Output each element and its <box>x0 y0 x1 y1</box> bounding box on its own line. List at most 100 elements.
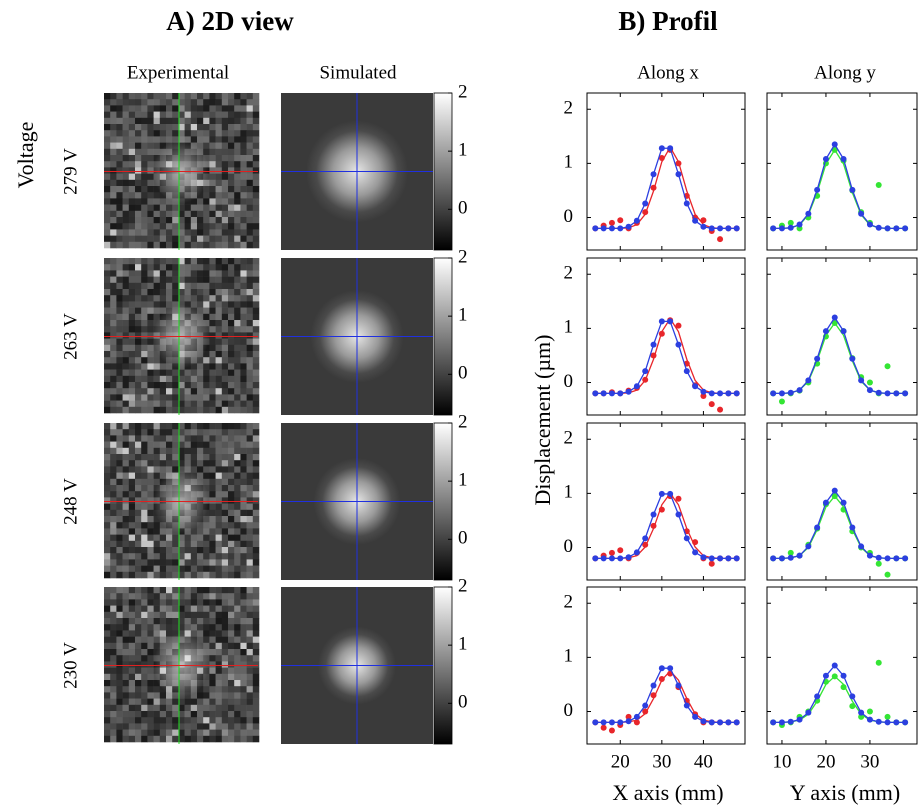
pixel <box>197 400 204 408</box>
data-point <box>708 401 715 408</box>
pixel <box>172 105 179 112</box>
pixel <box>122 565 130 573</box>
pixel <box>215 406 223 414</box>
pixel <box>116 624 123 631</box>
data-point <box>866 221 873 228</box>
pixel <box>228 276 235 284</box>
pixel <box>246 435 254 442</box>
pixel <box>141 320 148 327</box>
pixel <box>215 124 223 131</box>
pixel <box>153 369 161 377</box>
pixel <box>153 313 161 321</box>
pixel <box>147 382 154 389</box>
pixel <box>104 363 111 370</box>
pixel <box>159 735 167 743</box>
pixel <box>147 400 154 408</box>
pixel <box>209 130 216 137</box>
data-point <box>866 716 873 723</box>
pixel <box>110 729 117 737</box>
data-point <box>725 555 732 562</box>
pixel <box>221 186 229 193</box>
pixel <box>122 270 130 277</box>
pixel <box>104 142 111 150</box>
pixel <box>147 565 154 573</box>
pixel <box>104 117 111 125</box>
pixel <box>240 704 247 712</box>
pixel <box>110 148 117 156</box>
pixel <box>153 301 161 308</box>
data-point <box>778 555 785 562</box>
pixel <box>234 289 241 296</box>
pixel <box>209 289 216 296</box>
pixel <box>184 423 192 430</box>
pixel <box>147 148 154 156</box>
pixel <box>252 565 260 573</box>
pixel <box>234 649 241 656</box>
pixel <box>153 136 161 143</box>
y-tick-label: 1 <box>564 152 574 173</box>
pixel <box>122 673 130 681</box>
pixel <box>135 680 142 687</box>
pixel <box>221 307 229 315</box>
pixel <box>240 491 247 498</box>
pixel <box>203 466 210 473</box>
pixel <box>110 332 117 339</box>
pixel <box>116 217 123 224</box>
pixel <box>116 698 123 706</box>
pixel <box>215 320 223 327</box>
pixel <box>234 210 241 218</box>
pixel <box>215 667 223 675</box>
pixel <box>110 466 117 473</box>
pixel <box>159 611 167 619</box>
pixel <box>116 661 123 668</box>
pixel <box>246 204 254 212</box>
pixel <box>110 704 117 712</box>
pixel <box>122 258 130 265</box>
data-point <box>849 524 856 531</box>
pixel <box>172 382 179 389</box>
pixel <box>166 547 173 554</box>
pixel <box>159 692 167 699</box>
pixel <box>209 680 216 687</box>
pixel <box>209 642 216 650</box>
pixel <box>141 173 148 181</box>
pixel <box>178 593 185 600</box>
pixel <box>166 270 173 277</box>
pixel <box>104 229 111 236</box>
pixel <box>252 553 260 560</box>
pixel <box>128 587 136 594</box>
pixel <box>116 642 123 650</box>
pixel <box>135 264 142 271</box>
pixel <box>215 618 223 625</box>
pixel <box>166 282 173 290</box>
pixel <box>166 540 173 548</box>
pixel <box>246 466 254 473</box>
pixel <box>221 198 229 205</box>
pixel <box>159 553 167 560</box>
pixel <box>166 117 173 125</box>
pixel <box>141 186 148 193</box>
pixel <box>246 478 254 486</box>
pixel <box>184 111 192 119</box>
pixel <box>240 423 247 430</box>
pixel <box>122 435 130 442</box>
pixel <box>221 680 229 687</box>
pixel <box>209 729 216 737</box>
pixel <box>246 497 254 504</box>
fit-line <box>595 493 737 559</box>
pixel <box>159 447 167 455</box>
pixel <box>234 478 241 486</box>
pixel <box>209 307 216 315</box>
pixel <box>116 167 123 174</box>
pixel <box>128 454 136 461</box>
pixel <box>159 723 167 730</box>
pixel <box>110 210 117 218</box>
pixel <box>215 680 223 687</box>
pixel <box>246 729 254 737</box>
pixel <box>128 717 136 724</box>
data-point <box>814 524 821 531</box>
data-point <box>902 719 909 726</box>
pixel <box>128 435 136 442</box>
pixel <box>147 630 154 637</box>
pixel <box>234 235 241 243</box>
